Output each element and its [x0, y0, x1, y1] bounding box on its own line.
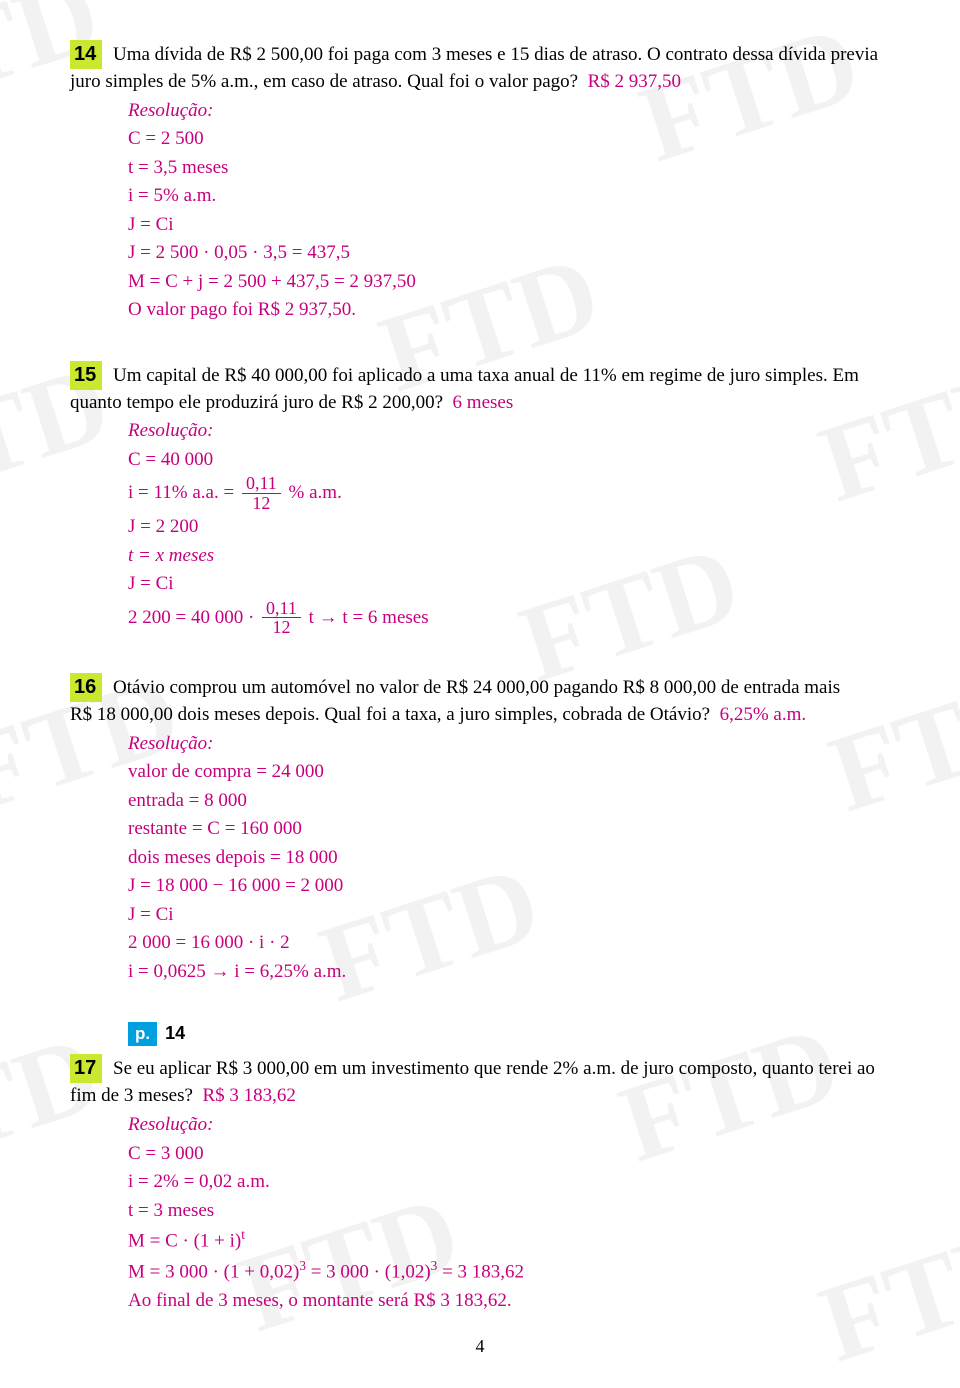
solution-line: 2 200 = 40 000 · 0,1112 t → t = 6 meses — [128, 599, 882, 638]
question-line: 14 Uma dívida de R$ 2 500,00 foi paga co… — [70, 40, 882, 69]
solution-line: dois meses depois = 18 000 — [128, 844, 882, 873]
solution-line: i = 2% = 0,02 a.m. — [128, 1168, 882, 1197]
solution-title: Resolução: — [128, 1111, 882, 1140]
page-ref-badge: p. — [128, 1022, 157, 1046]
question-text: fim de 3 meses? — [70, 1085, 193, 1106]
solution-line: C = 3 000 — [128, 1140, 882, 1169]
page-ref-number: 14 — [165, 1023, 185, 1043]
question-text: Se eu aplicar R$ 3 000,00 em um investim… — [113, 1058, 875, 1079]
solution-title: Resolução: — [128, 417, 882, 446]
question-line: 17 Se eu aplicar R$ 3 000,00 em um inves… — [70, 1054, 882, 1083]
solution-line: entrada = 8 000 — [128, 787, 882, 816]
question-text: juro simples de 5% a.m., em caso de atra… — [70, 71, 578, 92]
answer-inline: 6 meses — [448, 392, 513, 413]
question-text: quanto tempo ele produzirá juro de R$ 2 … — [70, 392, 443, 413]
solution-line: M = C · (1 + i)t — [128, 1225, 882, 1256]
question-line: quanto tempo ele produzirá juro de R$ 2 … — [70, 390, 882, 416]
solution-line: C = 40 000 — [128, 446, 882, 475]
question-line: 15 Um capital de R$ 40 000,00 foi aplica… — [70, 361, 882, 390]
solution-block: Resolução: C = 2 500 t = 3,5 meses i = 5… — [128, 97, 882, 325]
solution-line: J = 18 000 − 16 000 = 2 000 — [128, 872, 882, 901]
solution-line: M = C + j = 2 500 + 437,5 = 2 937,50 — [128, 268, 882, 297]
question-line: 16 Otávio comprou um automóvel no valor … — [70, 673, 882, 702]
solution-block: Resolução: valor de compra = 24 000 entr… — [128, 730, 882, 987]
solution-line: J = 2 500 · 0,05 · 3,5 = 437,5 — [128, 239, 882, 268]
question-line: R$ 18 000,00 dois meses depois. Qual foi… — [70, 702, 882, 728]
question-number-badge: 17 — [70, 1054, 102, 1083]
solution-line: t = 3 meses — [128, 1197, 882, 1226]
solution-title: Resolução: — [128, 97, 882, 126]
answer-inline: R$ 3 183,62 — [198, 1085, 296, 1106]
solution-line: J = Ci — [128, 211, 882, 240]
fraction: 0,1112 — [242, 474, 281, 513]
solution-line: C = 2 500 — [128, 125, 882, 154]
question-number-badge: 14 — [70, 40, 102, 69]
problem-16: 16 Otávio comprou um automóvel no valor … — [70, 673, 882, 986]
solution-line: J = 2 200 — [128, 513, 882, 542]
question-line: juro simples de 5% a.m., em caso de atra… — [70, 69, 882, 95]
solution-line: M = 3 000 · (1 + 0,02)3 = 3 000 · (1,02)… — [128, 1256, 882, 1287]
solution-line: O valor pago foi R$ 2 937,50. — [128, 296, 882, 325]
solution-line: 2 000 = 16 000 · i · 2 — [128, 929, 882, 958]
question-text: Um capital de R$ 40 000,00 foi aplicado … — [113, 365, 859, 386]
page-reference: p. 14 — [128, 1022, 882, 1046]
solution-line: J = Ci — [128, 901, 882, 930]
solution-line: i = 11% a.a. = 0,1112 % a.m. — [128, 474, 882, 513]
fraction: 0,1112 — [262, 599, 301, 638]
solution-line: restante = C = 160 000 — [128, 815, 882, 844]
solution-line: valor de compra = 24 000 — [128, 758, 882, 787]
question-line: fim de 3 meses? R$ 3 183,62 — [70, 1083, 882, 1109]
solution-line: i = 0,0625 → i = 6,25% a.m. — [128, 958, 882, 987]
problem-14: 14 Uma dívida de R$ 2 500,00 foi paga co… — [70, 40, 882, 325]
question-text: Otávio comprou um automóvel no valor de … — [113, 677, 840, 698]
question-text: R$ 18 000,00 dois meses depois. Qual foi… — [70, 704, 710, 725]
solution-line: t = x meses — [128, 542, 882, 571]
solution-block: Resolução: C = 40 000 i = 11% a.a. = 0,1… — [128, 417, 882, 637]
solution-block: Resolução: C = 3 000 i = 2% = 0,02 a.m. … — [128, 1111, 882, 1315]
solution-line: t = 3,5 meses — [128, 154, 882, 183]
solution-line: i = 5% a.m. — [128, 182, 882, 211]
page-content: 14 Uma dívida de R$ 2 500,00 foi paga co… — [0, 0, 960, 1381]
answer-inline: 6,25% a.m. — [715, 704, 806, 725]
problem-17: 17 Se eu aplicar R$ 3 000,00 em um inves… — [70, 1054, 882, 1315]
solution-line: J = Ci — [128, 570, 882, 599]
question-number-badge: 15 — [70, 361, 102, 390]
problem-15: 15 Um capital de R$ 40 000,00 foi aplica… — [70, 361, 882, 638]
solution-line: Ao final de 3 meses, o montante será R$ … — [128, 1287, 882, 1316]
question-text: Uma dívida de R$ 2 500,00 foi paga com 3… — [113, 44, 878, 65]
question-number-badge: 16 — [70, 673, 102, 702]
answer-inline: R$ 2 937,50 — [583, 71, 681, 92]
solution-title: Resolução: — [128, 730, 882, 759]
